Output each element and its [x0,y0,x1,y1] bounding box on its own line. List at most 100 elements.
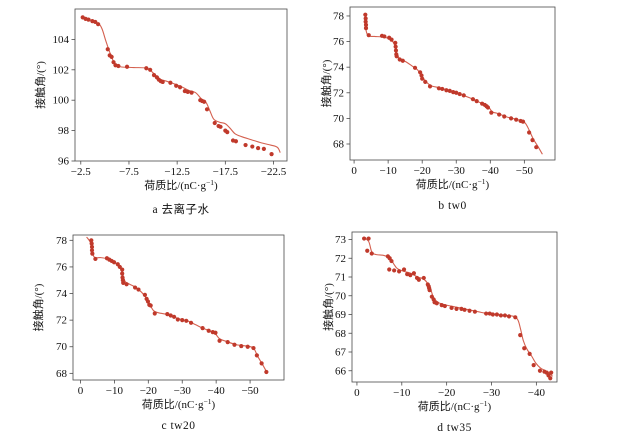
data-point [180,318,185,323]
data-point [457,91,462,97]
data-point [389,37,394,42]
y-tick-label: 104 [53,34,70,46]
y-tick-label: 67 [335,347,347,359]
data-point [548,376,553,381]
data-point [447,88,452,93]
x-tick-label: 0 [354,387,360,399]
data-point [175,317,180,322]
data-point [484,311,489,316]
data-point [454,306,459,311]
data-point [502,114,507,119]
data-point [418,70,423,75]
data-point [105,47,110,52]
data-point [111,60,116,65]
data-point [185,89,190,94]
panel-d: 0 −10 −20 −30 −40 66 67 68 69 70 71 72 73 荷质比/(nC·g−1… [320,222,637,443]
x-tick-label: −50 [241,385,259,397]
x-tick-label: −10 [380,165,398,177]
y-tick-label: 98 [58,125,70,137]
data-point [508,116,514,121]
data-point [527,130,532,135]
data-point [393,48,399,53]
panel-a: −2.5 −7.5 −12.5 −17.5 −22.5 96 98 100 102 104 荷质比/… [20,0,337,221]
data-point [461,93,466,98]
y-tick-label: 68 [333,138,345,150]
chart-a-caption: a 去离子水 [152,204,210,216]
data-point [522,346,527,351]
x-tick-label: −10 [393,387,411,399]
data-point [86,17,91,22]
data-point [96,22,101,27]
data-point [530,138,535,143]
x-tick-label: −17.5 [213,166,239,178]
data-point [261,146,266,151]
data-point [363,19,368,24]
data-point [151,73,157,78]
data-point [120,271,125,276]
data-point [93,19,98,25]
y-tick-label: 74 [56,288,68,300]
data-point [369,251,374,256]
data-point [366,33,371,38]
data-point [148,67,153,72]
y-tick-label: 72 [333,87,344,99]
data-point [502,313,508,318]
data-point [233,139,239,144]
data-point [120,267,125,272]
data-point [124,282,129,287]
data-point [171,314,177,319]
x-tick-label: −40 [528,387,546,399]
data-point [393,40,398,45]
data-point [189,90,194,95]
y-tick-label: 102 [53,64,70,76]
y-tick-label: 69 [335,309,347,321]
data-point [527,351,532,356]
chart-b-svg: 0 −10 −20 −30 −40 −50 68 70 72 74 76 78 荷质比/(nC·g−1)… [320,6,556,191]
data-point [89,248,95,253]
x-tick-label: −40 [208,385,226,397]
fit-line [81,16,281,153]
plot-frame [349,6,556,161]
data-point [494,312,499,317]
data-point [490,312,495,317]
data-point [90,251,95,256]
x-tick-label: −20 [414,165,432,177]
y-tick-label: 70 [333,113,345,125]
data-point [254,353,259,358]
x-tick-label: −7.5 [119,166,139,178]
chart-b-caption: b tw0 [438,200,467,212]
data-point [449,305,454,311]
y-axis-label: 接触角/(°) [31,283,45,331]
x-axis-label: 荷质比/(nC·g−1) [144,178,218,192]
chart-c-caption: c tw20 [161,420,196,432]
data-point [397,269,402,274]
x-tick-label: −40 [482,165,500,177]
data-point [184,318,189,323]
data-point [116,63,121,69]
data-point [394,54,399,59]
data-point [363,16,368,21]
chart-c-svg: 0 −10 −20 −30 −40 −50 68 70 72 74 76 78 荷质比/(nC·g−1)… [31,234,285,411]
data-point [174,83,179,88]
data-point [213,330,218,335]
data-point [165,312,170,317]
data-point [202,99,207,104]
plot-frame [351,231,558,383]
data-point [436,86,441,91]
data-point [142,292,148,297]
x-tick-label: −20 [438,387,456,399]
x-tick-label: −2.5 [71,166,91,178]
x-tick-label: 0 [351,165,357,177]
y-tick-label: 70 [56,341,68,353]
data-point [427,288,432,293]
data-point [111,260,117,265]
data-point [121,280,126,285]
data-point [363,26,369,31]
data-point [206,328,211,333]
data-point [243,142,248,148]
data-point [421,275,426,281]
data-point [498,313,504,318]
x-axis-label: 荷质比/(nC·g−1) [416,177,490,191]
panel-b: 0 −10 −20 −30 −40 −50 68 70 72 74 76 78 荷质比/(nC·g−1)… [320,0,637,221]
